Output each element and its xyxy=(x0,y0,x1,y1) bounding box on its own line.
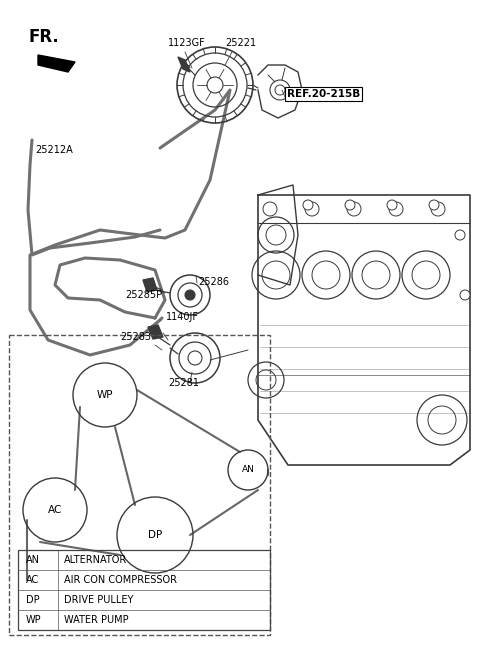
Text: 25283: 25283 xyxy=(120,332,151,342)
Text: WP: WP xyxy=(26,615,42,625)
Text: 1123GF: 1123GF xyxy=(168,38,206,48)
Bar xyxy=(9,335,270,635)
Text: AIR CON COMPRESSOR: AIR CON COMPRESSOR xyxy=(64,575,177,585)
Text: AC: AC xyxy=(26,575,39,585)
Text: DP: DP xyxy=(148,530,162,540)
Text: 25286: 25286 xyxy=(198,277,229,287)
Circle shape xyxy=(185,290,195,300)
Text: WP: WP xyxy=(97,390,113,400)
Text: AN: AN xyxy=(241,466,254,474)
Text: DRIVE PULLEY: DRIVE PULLEY xyxy=(64,595,133,605)
Text: 25212A: 25212A xyxy=(35,145,73,155)
Polygon shape xyxy=(38,55,75,72)
Text: FR.: FR. xyxy=(28,28,59,46)
Text: AC: AC xyxy=(48,505,62,515)
Circle shape xyxy=(455,230,465,240)
Circle shape xyxy=(429,200,439,210)
Circle shape xyxy=(345,200,355,210)
Circle shape xyxy=(460,290,470,300)
Polygon shape xyxy=(143,278,157,292)
Circle shape xyxy=(387,200,397,210)
Text: 1140JF: 1140JF xyxy=(166,312,199,322)
Bar xyxy=(18,550,270,630)
Text: REF.20-215B: REF.20-215B xyxy=(287,89,360,99)
Text: ALTERNATOR: ALTERNATOR xyxy=(64,555,127,565)
Text: DP: DP xyxy=(26,595,40,605)
Text: 25285P: 25285P xyxy=(125,290,162,300)
Text: AN: AN xyxy=(26,555,40,565)
Polygon shape xyxy=(148,325,163,339)
Text: 25281: 25281 xyxy=(168,378,199,388)
Text: WATER PUMP: WATER PUMP xyxy=(64,615,129,625)
Polygon shape xyxy=(178,57,190,72)
Circle shape xyxy=(303,200,313,210)
Text: 25221: 25221 xyxy=(225,38,256,48)
